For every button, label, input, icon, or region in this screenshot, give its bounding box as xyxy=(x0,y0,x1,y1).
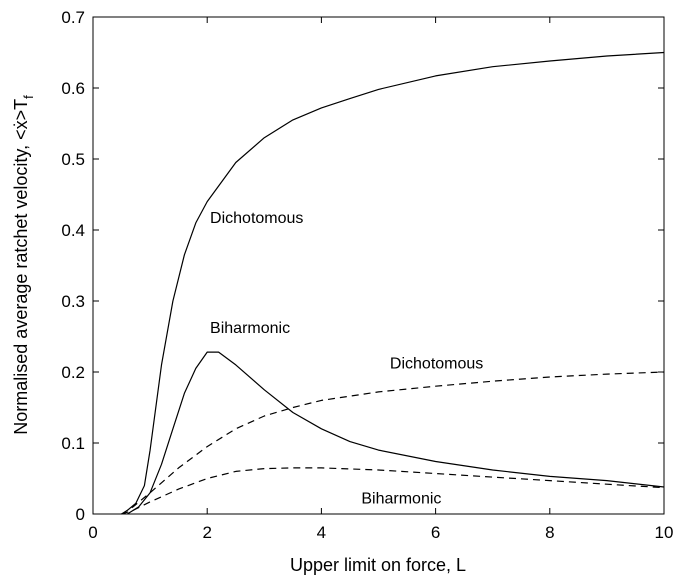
y-tick-label: 0.6 xyxy=(61,79,85,98)
series-annotation: Biharmonic xyxy=(361,490,441,507)
x-tick-label: 10 xyxy=(655,523,674,542)
x-tick-label: 2 xyxy=(202,523,211,542)
series-line-dichotomous-dashed xyxy=(121,371,665,515)
y-tick-label: 0.1 xyxy=(61,434,85,453)
y-axis-label-subscript: f xyxy=(21,95,36,99)
series-annotation: Dichotomous xyxy=(210,210,303,227)
y-tick-label: 0.2 xyxy=(61,363,85,382)
plot-frame xyxy=(92,16,665,515)
ticks-layer: 0 2 4 6 8 10 0 0.1 0.2 0.3 0.4 0.5 0.6 0.7 xyxy=(61,8,673,542)
series-layer xyxy=(121,51,665,515)
series-annotation: Biharmonic xyxy=(210,320,290,337)
series-annotation: Dichotomous xyxy=(390,355,483,372)
y-tick-label: 0 xyxy=(76,505,85,524)
x-tick-label: 4 xyxy=(317,523,326,542)
series-line-dichotomous-solid xyxy=(126,51,665,511)
series-line-biharmonic-dashed xyxy=(121,467,665,515)
x-tick-label: 6 xyxy=(431,523,440,542)
y-tick-label: 0.3 xyxy=(61,292,85,311)
annotation-layer: Dichotomous Biharmonic Dichotomous Biharmon… xyxy=(210,210,483,507)
x-tick-label: 8 xyxy=(545,523,554,542)
y-tick-label: 0.5 xyxy=(61,150,85,169)
y-tick-label: 0.4 xyxy=(61,221,85,240)
x-tick-label: 0 xyxy=(88,523,97,542)
y-axis-label: Normalised average ratchet velocity, <ẋ>… xyxy=(11,95,36,435)
series-line-biharmonic-solid xyxy=(126,351,665,515)
y-tick-label: 0.7 xyxy=(61,8,85,27)
x-axis-label: Upper limit on force, L xyxy=(290,555,466,575)
y-axis-label-main: Normalised average ratchet velocity, <ẋ>… xyxy=(11,99,31,435)
